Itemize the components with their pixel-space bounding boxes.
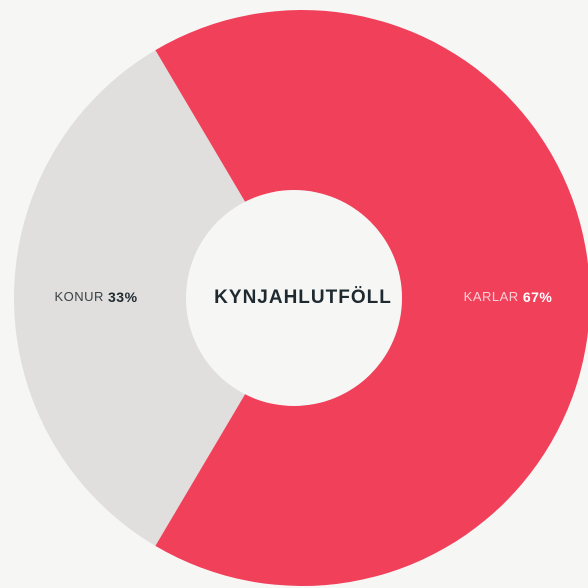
slice-label: KARLAR 67%: [464, 289, 553, 305]
slice: [13, 50, 302, 546]
value-label: 33%: [108, 289, 138, 305]
donut-hole: [186, 190, 402, 406]
slice-label: KONUR 33%: [54, 289, 137, 305]
chart-title: KYNJAHLUTFÖLL: [214, 287, 392, 308]
category-label: KARLAR: [464, 289, 519, 304]
category-label: KONUR: [54, 289, 103, 304]
slices: [13, 10, 588, 586]
value-label: 67%: [523, 289, 553, 305]
